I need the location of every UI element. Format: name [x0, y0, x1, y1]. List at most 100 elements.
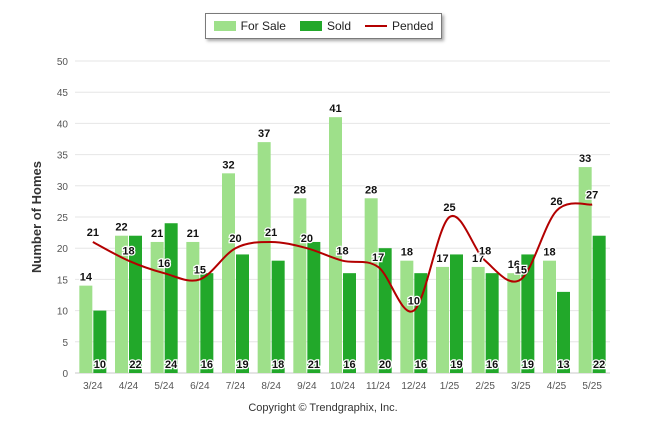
x-tick-label: 9/24 — [297, 381, 317, 392]
legend-item-sold[interactable]: Sold — [299, 19, 351, 33]
data-label-pended: 18 — [336, 246, 348, 258]
data-label-pended: 26 — [550, 196, 562, 208]
bar-for-sale — [578, 167, 592, 373]
legend-pended-label: Pended — [392, 19, 434, 33]
data-label-sold: 20 — [379, 359, 391, 371]
bar-sold — [450, 254, 463, 373]
data-label-for-sale: 33 — [579, 153, 591, 165]
bar-sold — [271, 260, 285, 373]
bar-sold — [200, 273, 214, 373]
data-label-for-sale: 41 — [329, 103, 341, 115]
y-tick-label: 30 — [57, 182, 69, 193]
bar-for-sale — [436, 266, 449, 373]
y-tick-label: 25 — [57, 213, 69, 224]
for-sale-swatch — [213, 21, 236, 31]
bar-for-sale — [186, 241, 200, 373]
x-tick-label: 6/24 — [190, 381, 210, 392]
legend-item-pended[interactable]: Pended — [365, 19, 433, 33]
bar-for-sale — [150, 241, 164, 373]
data-label-sold: 16 — [343, 359, 355, 371]
bar-for-sale — [471, 266, 485, 373]
data-label-sold: 19 — [236, 359, 248, 371]
data-label-sold: 13 — [557, 359, 569, 371]
x-tick-label: 4/24 — [119, 381, 139, 392]
y-tick-label: 35 — [57, 151, 69, 162]
data-label-pended: 21 — [87, 227, 99, 239]
data-label-pended: 20 — [229, 233, 241, 245]
bar-for-sale — [507, 273, 521, 373]
bar-sold — [307, 241, 321, 373]
bar-for-sale — [400, 260, 414, 373]
x-tick-label: 8/24 — [261, 381, 281, 392]
bar-for-sale — [543, 260, 556, 373]
x-tick-label: 3/25 — [511, 381, 531, 392]
data-label-pended: 21 — [265, 227, 277, 239]
bar-sold — [378, 248, 392, 373]
bar-sold — [164, 223, 178, 373]
legend-for-sale-label: For Sale — [240, 19, 286, 33]
data-label-for-sale: 18 — [401, 247, 413, 259]
bar-for-sale — [257, 142, 271, 373]
bar-sold — [93, 310, 107, 373]
y-tick-label: 50 — [57, 57, 69, 68]
data-label-for-sale: 32 — [222, 159, 234, 171]
bar-sold — [592, 235, 606, 373]
bar-sold — [521, 254, 535, 373]
data-label-pended: 18 — [122, 246, 134, 258]
data-label-for-sale: 37 — [258, 128, 270, 140]
y-tick-label: 20 — [57, 244, 69, 255]
x-tick-label: 12/24 — [401, 381, 426, 392]
bar-for-sale — [79, 285, 93, 373]
data-label-for-sale: 18 — [543, 247, 555, 259]
legend: For Sale Sold Pended — [205, 13, 442, 39]
copyright-text: Copyright © Trendgraphix, Inc. — [248, 402, 398, 414]
bar-sold — [485, 273, 499, 373]
data-label-pended: 15 — [194, 264, 206, 276]
data-label-for-sale: 28 — [365, 184, 377, 196]
data-label-sold: 19 — [522, 359, 534, 371]
data-label-for-sale: 17 — [472, 253, 484, 265]
sold-swatch — [299, 21, 322, 31]
data-label-for-sale: 22 — [115, 222, 127, 234]
data-label-pended: 25 — [443, 202, 455, 214]
legend-item-for-sale[interactable]: For Sale — [213, 19, 286, 33]
bar-sold — [343, 273, 356, 373]
data-label-pended: 15 — [515, 264, 527, 276]
data-label-for-sale: 28 — [294, 184, 306, 196]
legend-sold-label: Sold — [326, 19, 351, 33]
bar-sold — [129, 235, 142, 373]
y-tick-label: 10 — [57, 307, 69, 318]
data-label-for-sale: 17 — [436, 253, 448, 265]
data-label-for-sale: 14 — [80, 272, 93, 284]
x-tick-label: 2/25 — [475, 381, 495, 392]
data-label-sold: 24 — [165, 359, 178, 371]
y-tick-label: 15 — [57, 275, 69, 286]
data-label-sold: 19 — [450, 359, 462, 371]
data-label-pended: 17 — [372, 252, 384, 264]
pended-line — [92, 202, 593, 313]
x-tick-label: 3/24 — [83, 381, 103, 392]
bar-for-sale — [115, 235, 128, 373]
x-tick-label: 11/24 — [366, 381, 391, 392]
y-axis-title: Number of Homes — [29, 161, 44, 273]
x-tick-label: 7/24 — [226, 381, 246, 392]
data-label-sold: 16 — [486, 359, 498, 371]
bar-for-sale — [364, 198, 378, 373]
bar-sold — [236, 254, 249, 373]
data-label-pended: 10 — [408, 296, 420, 308]
pended-swatch — [365, 25, 387, 27]
data-label-pended: 20 — [301, 233, 313, 245]
data-label-sold: 22 — [593, 359, 605, 371]
data-label-pended: 18 — [479, 246, 491, 258]
data-label-sold: 16 — [201, 359, 213, 371]
y-tick-label: 40 — [57, 119, 69, 130]
data-label-for-sale: 16 — [508, 259, 520, 271]
data-label-for-sale: 21 — [187, 228, 199, 240]
data-label-sold: 18 — [272, 359, 284, 371]
data-label-sold: 16 — [415, 359, 427, 371]
bar-sold — [557, 291, 570, 373]
data-label-pended: 16 — [158, 258, 170, 270]
bar-for-sale — [293, 198, 307, 373]
y-tick-label: 0 — [62, 369, 68, 380]
